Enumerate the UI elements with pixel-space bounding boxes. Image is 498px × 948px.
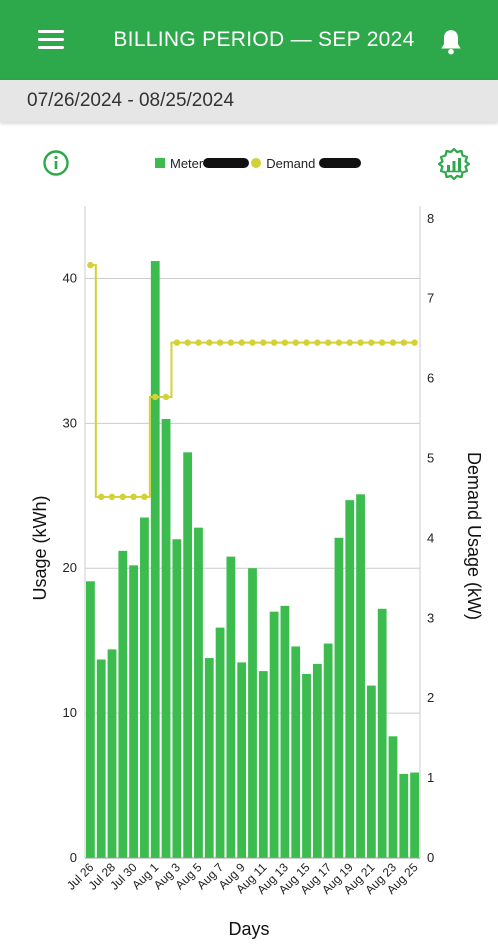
demand-point (389, 339, 397, 346)
meter-bar (194, 527, 203, 858)
demand-point (378, 339, 386, 346)
demand-point (162, 393, 170, 401)
meter-bar (107, 649, 117, 858)
meter-bar (129, 565, 139, 858)
demand-point (303, 339, 310, 346)
demand-point (119, 493, 127, 501)
demand-point (184, 339, 191, 346)
meter-bar (258, 671, 268, 858)
y-tick-label: 10 (63, 705, 77, 720)
meter-bar (366, 685, 376, 858)
billing-date-bar: 07/26/2024 - 08/25/2024 (0, 80, 498, 122)
hamburger-menu-icon[interactable] (38, 30, 64, 50)
demand-point (130, 493, 137, 501)
demand-legend-label: Demand (266, 155, 316, 171)
demand-point (152, 393, 159, 401)
meter-bar (248, 568, 257, 858)
y2-axis-label: Demand Usage (kW) (464, 452, 484, 620)
x-axis-label: Days (228, 919, 269, 939)
app-header: BILLING PERIOD — SEP 2024 (0, 0, 498, 80)
y-tick-label: 20 (63, 560, 77, 575)
chart-legend: Meter Demand (155, 155, 362, 171)
demand-point (206, 339, 213, 346)
info-icon[interactable] (42, 149, 70, 177)
demand-point (260, 339, 267, 346)
meter-bar (334, 537, 344, 858)
demand-point (314, 339, 321, 346)
meter-bar (226, 556, 236, 858)
y2-tick-label: 2 (427, 690, 434, 705)
demand-point (98, 493, 105, 501)
meter-bar (215, 627, 225, 858)
redacted-demand-id (319, 158, 362, 168)
meter-bar (291, 646, 301, 858)
redacted-meter-id (203, 158, 250, 168)
demand-point (292, 339, 299, 346)
y2-tick-label: 5 (427, 450, 434, 465)
demand-point (238, 339, 245, 346)
meter-bar (356, 494, 365, 858)
demand-legend-swatch (251, 158, 262, 168)
meter-bar (86, 581, 95, 858)
meter-bar (312, 663, 322, 858)
meter-legend-swatch (155, 158, 165, 168)
demand-point (173, 339, 181, 346)
demand-point (216, 339, 224, 346)
meter-bar (150, 261, 160, 859)
y2-tick-label: 3 (427, 610, 434, 625)
y2-tick-label: 0 (427, 850, 434, 865)
y2-tick-label: 1 (427, 770, 434, 785)
meter-bar (237, 662, 247, 858)
demand-point (324, 339, 332, 346)
demand-point (87, 261, 94, 269)
meter-bar (280, 605, 290, 858)
meter-bar (161, 418, 171, 858)
meter-legend-label: Meter (170, 155, 204, 171)
chart-settings-icon[interactable] (436, 146, 472, 182)
meter-bar (269, 611, 279, 858)
demand-step-line (90, 264, 415, 498)
meter-bar (204, 658, 214, 858)
billing-date-range: 07/26/2024 - 08/25/2024 (27, 90, 235, 111)
demand-point (227, 339, 235, 346)
demand-point (141, 493, 148, 501)
meter-bar (118, 550, 128, 858)
y-tick-label: 30 (63, 415, 77, 430)
demand-point (368, 339, 375, 346)
meter-bar (388, 736, 398, 858)
page-title: BILLING PERIOD — SEP 2024 (113, 28, 415, 51)
y-tick-label: 0 (70, 850, 77, 865)
meter-bar (302, 673, 311, 858)
meter-bar (183, 452, 193, 858)
bell-icon[interactable] (438, 28, 464, 56)
demand-point (270, 339, 278, 346)
demand-point (249, 339, 256, 346)
meter-bar (410, 772, 419, 858)
demand-point (411, 339, 418, 346)
y-tick-label: 40 (63, 270, 77, 285)
y2-tick-label: 6 (427, 371, 434, 386)
meter-bar (140, 517, 149, 858)
demand-point (346, 339, 353, 346)
demand-line (87, 261, 418, 501)
meter-bar (323, 643, 333, 858)
demand-point (281, 339, 289, 346)
demand-point (335, 339, 343, 346)
meter-bar (377, 608, 387, 858)
demand-point (400, 339, 407, 346)
meter-bars (86, 261, 419, 859)
meter-bar (345, 500, 355, 858)
demand-point (108, 493, 116, 501)
meter-bar (172, 539, 182, 858)
y2-tick-label: 8 (427, 211, 434, 226)
y2-tick-label: 4 (427, 530, 434, 545)
demand-point (195, 339, 202, 346)
y2-tick-label: 7 (427, 291, 434, 306)
y-axis-label: Usage (kWh) (30, 495, 50, 600)
demand-point (357, 339, 364, 346)
meter-bar (96, 659, 106, 858)
meter-bar (399, 773, 409, 858)
